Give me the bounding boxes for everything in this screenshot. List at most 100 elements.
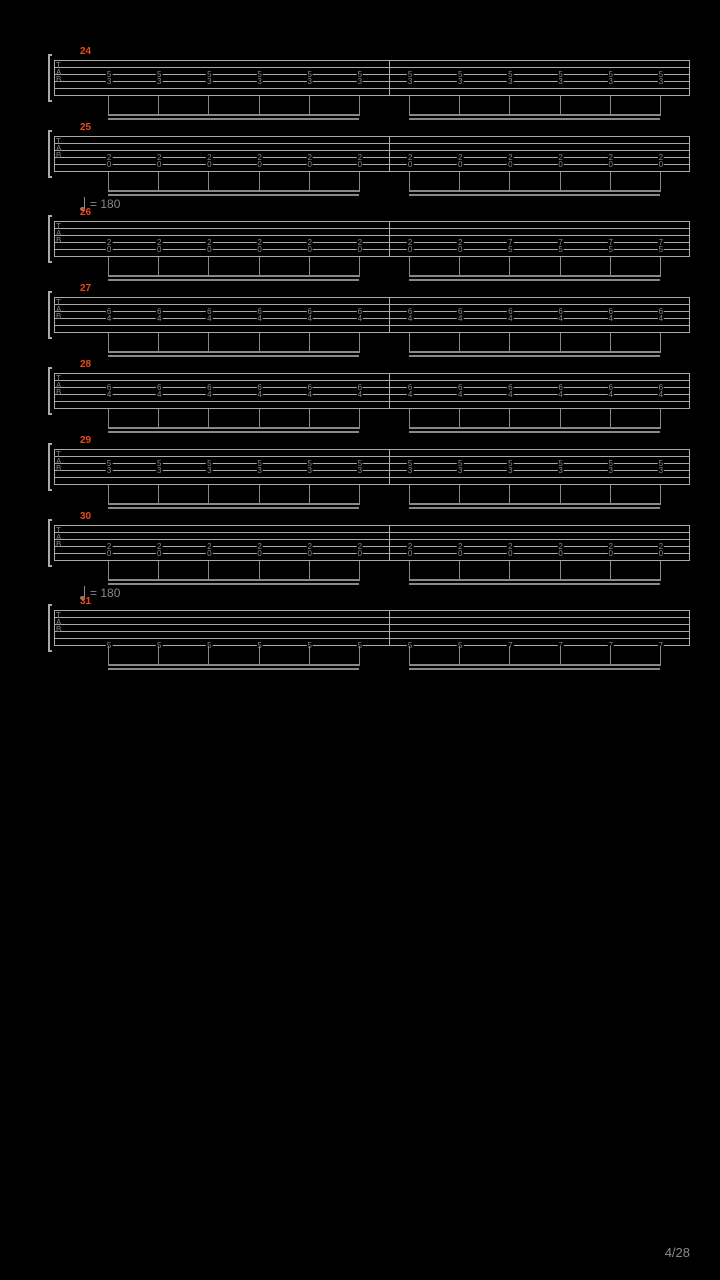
note-stem xyxy=(158,96,159,116)
fret-number: 5 xyxy=(407,642,413,649)
measure-number: 27 xyxy=(80,283,91,294)
note-stem xyxy=(409,257,410,277)
fret-number: 4 xyxy=(357,391,363,398)
measure: 25TAB202020202020202020202020 xyxy=(20,136,700,172)
fret-number: 3 xyxy=(507,467,513,474)
note-stem xyxy=(309,96,310,116)
fret-number: 0 xyxy=(658,550,664,557)
barline xyxy=(54,297,55,333)
fret-number: 3 xyxy=(457,78,463,85)
fret-number: 3 xyxy=(206,78,212,85)
note-stem xyxy=(509,485,510,505)
fret-number: 0 xyxy=(206,550,212,557)
fret-number: 0 xyxy=(256,550,262,557)
measure: 28TAB646464646464646464646464 xyxy=(20,373,700,409)
note-stem xyxy=(560,646,561,666)
notes-area: 202020202020202020202020 xyxy=(88,525,690,561)
note-stem xyxy=(108,409,109,429)
note-stem xyxy=(108,172,109,192)
note-stem xyxy=(259,96,260,116)
note-stem xyxy=(208,333,209,353)
fret-number: 3 xyxy=(658,78,664,85)
system-bracket xyxy=(48,130,52,178)
measure: 31TAB555555557777 xyxy=(20,610,700,646)
measure-number: 29 xyxy=(80,435,91,446)
note-stem xyxy=(158,409,159,429)
note-stem xyxy=(259,485,260,505)
notes-area: 535353535353535353535353 xyxy=(88,60,690,96)
fret-number: 0 xyxy=(457,550,463,557)
note-stem xyxy=(610,257,611,277)
beam xyxy=(108,503,359,505)
note-stem xyxy=(459,333,460,353)
measure-number: 28 xyxy=(80,359,91,370)
fret-number: 0 xyxy=(256,161,262,168)
fret-number: 0 xyxy=(256,246,262,253)
fret-number: 5 xyxy=(156,642,162,649)
note-stem xyxy=(660,333,661,353)
note-stem xyxy=(108,561,109,581)
note-stem xyxy=(459,646,460,666)
note-stem xyxy=(158,485,159,505)
fret-number: 0 xyxy=(407,161,413,168)
fret-number: 3 xyxy=(106,467,112,474)
fret-number: 0 xyxy=(106,246,112,253)
tab-staff: TAB646464646464646464646464 xyxy=(54,297,690,333)
note-stem xyxy=(610,172,611,192)
fret-number: 3 xyxy=(407,78,413,85)
fret-number: 5 xyxy=(658,246,664,253)
beam xyxy=(108,668,359,670)
fret-number: 4 xyxy=(256,315,262,322)
note-stem xyxy=(459,172,460,192)
fret-number: 3 xyxy=(306,78,312,85)
note-stem xyxy=(259,646,260,666)
note-stem xyxy=(459,409,460,429)
fret-number: 4 xyxy=(607,391,613,398)
fret-number: 5 xyxy=(256,642,262,649)
fret-number: 4 xyxy=(106,315,112,322)
tab-clef: TAB xyxy=(56,527,61,548)
note-stem xyxy=(108,96,109,116)
fret-number: 3 xyxy=(557,78,563,85)
note-stem xyxy=(208,257,209,277)
fret-number: 4 xyxy=(658,391,664,398)
fret-number: 7 xyxy=(507,642,513,649)
fret-number: 0 xyxy=(306,161,312,168)
note-stem xyxy=(610,646,611,666)
note-stem xyxy=(359,561,360,581)
note-stem xyxy=(509,333,510,353)
fret-number: 0 xyxy=(156,246,162,253)
fret-number: 4 xyxy=(507,391,513,398)
measure: 24TAB535353535353535353535353 xyxy=(20,60,700,96)
fret-number: 0 xyxy=(407,550,413,557)
fret-number: 0 xyxy=(357,246,363,253)
beam xyxy=(108,351,359,353)
note-stem xyxy=(208,646,209,666)
note-stem xyxy=(259,257,260,277)
tab-staff: TAB202020202020202020202020 xyxy=(54,136,690,172)
note-stem xyxy=(409,485,410,505)
fret-number: 4 xyxy=(457,391,463,398)
fret-number: 0 xyxy=(357,550,363,557)
tab-staff: TAB202020202020202075757575 xyxy=(54,221,690,257)
fret-number: 3 xyxy=(357,467,363,474)
fret-number: 4 xyxy=(106,391,112,398)
measure-number: 24 xyxy=(80,46,91,57)
fret-number: 0 xyxy=(457,246,463,253)
fret-number: 5 xyxy=(106,642,112,649)
fret-number: 3 xyxy=(407,467,413,474)
fret-number: 3 xyxy=(206,467,212,474)
note-stem xyxy=(560,409,561,429)
beam xyxy=(108,114,359,116)
measure-number: 26 xyxy=(80,207,91,218)
note-stem xyxy=(459,257,460,277)
fret-number: 4 xyxy=(658,315,664,322)
note-stem xyxy=(208,409,209,429)
note-stem xyxy=(509,646,510,666)
fret-number: 3 xyxy=(557,467,563,474)
fret-number: 4 xyxy=(206,391,212,398)
beam xyxy=(108,355,359,357)
note-stem xyxy=(560,333,561,353)
note-stem xyxy=(309,257,310,277)
fret-number: 4 xyxy=(256,391,262,398)
